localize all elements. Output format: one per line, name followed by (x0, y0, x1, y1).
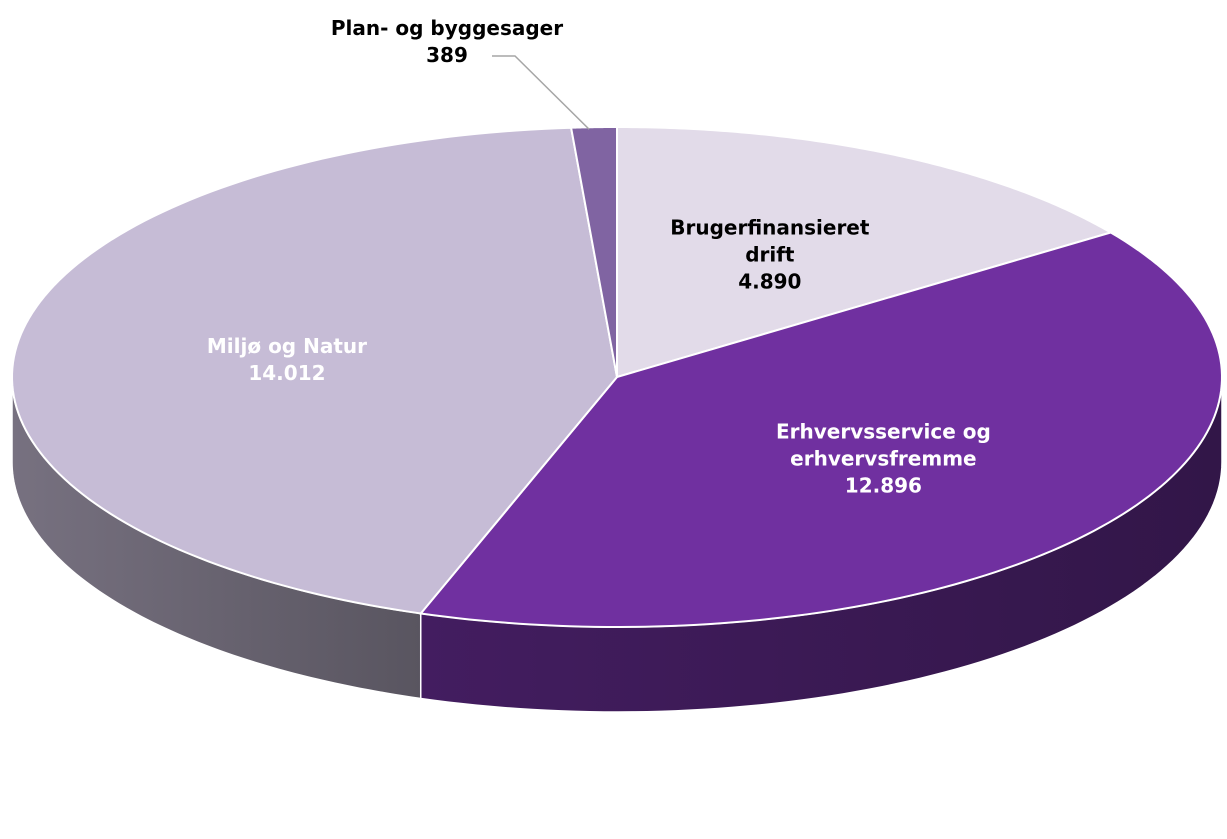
data-label: Erhvervsservice og erhvervsfremme 12.896 (763, 419, 1003, 500)
slice (418, 231, 1223, 628)
category-label: Brugerfinansieret drift (670, 215, 870, 267)
value-label: 12.896 (844, 473, 922, 498)
slice (11, 126, 619, 615)
data-label: Miljø og Natur 14.012 (207, 333, 367, 387)
slice (569, 126, 618, 378)
value-label: 14.012 (248, 360, 326, 385)
leader-line (492, 55, 590, 130)
category-label: Plan- og byggesager (330, 16, 564, 40)
category-label: Erhvervsservice og erhvervsfremme (775, 419, 991, 471)
data-label: Plan- og byggesager 389 (331, 15, 563, 69)
value-label: 389 (426, 43, 468, 67)
category-label: Miljø og Natur (206, 333, 367, 358)
slice (616, 125, 1114, 379)
data-label: Brugerfinansieret drift 4.890 (650, 214, 890, 295)
value-label: 4.890 (738, 269, 802, 294)
